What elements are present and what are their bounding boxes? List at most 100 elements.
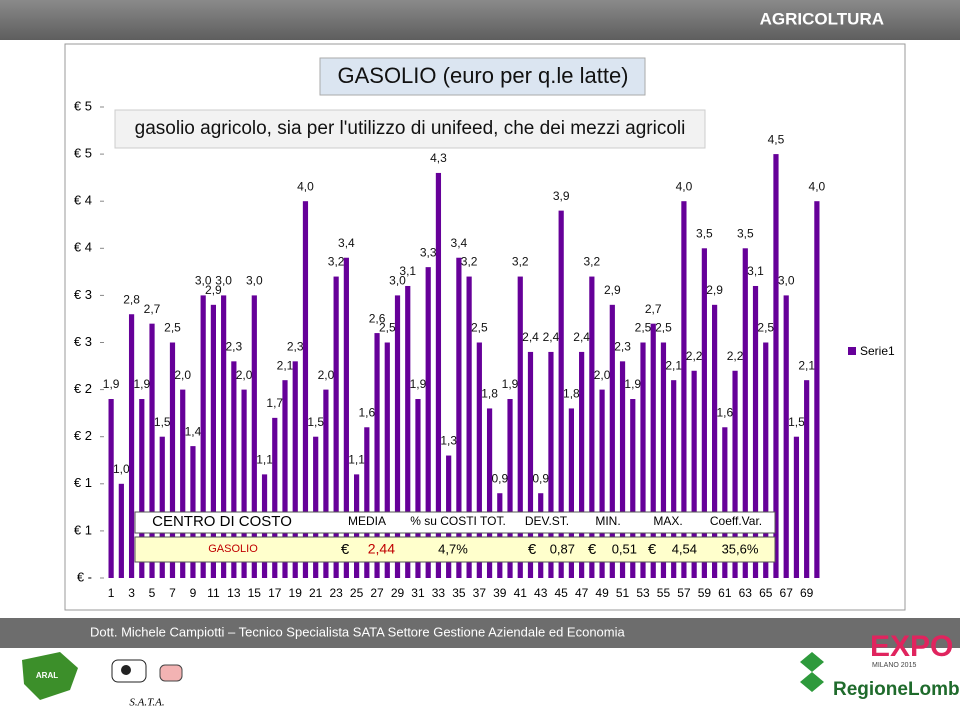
value-label: 2,5	[164, 321, 181, 335]
y-tick-label: € -	[77, 569, 92, 584]
bar	[701, 248, 707, 579]
expo-text: EXPO	[870, 630, 953, 663]
table-cell: 35,6%	[722, 541, 759, 556]
value-label: 2,5	[379, 321, 396, 335]
section-title: AGRICOLTURA	[760, 9, 884, 28]
x-tick-label: 69	[800, 586, 814, 600]
value-label: 3,3	[420, 245, 437, 259]
value-label: 1,6	[358, 405, 375, 419]
bar	[108, 399, 114, 578]
value-label: 2,6	[369, 311, 386, 325]
x-tick-label: 31	[411, 586, 425, 600]
bar	[394, 295, 401, 578]
value-label: 1,6	[716, 405, 733, 419]
value-label: 2,1	[798, 358, 815, 372]
bar	[497, 493, 503, 578]
bar	[568, 408, 574, 578]
value-label: 3,0	[246, 274, 263, 288]
value-label: 1,5	[154, 415, 171, 429]
value-label: 1,5	[788, 415, 805, 429]
bar	[415, 399, 421, 578]
value-label: 3,4	[451, 236, 468, 250]
region-text: RegioneLombardia	[833, 679, 960, 700]
bar	[251, 295, 257, 578]
bar	[313, 436, 319, 578]
value-label: 2,0	[594, 368, 611, 382]
footer-author: Dott. Michele Campiotti – Tecnico Specia…	[90, 624, 625, 639]
table-header: MIN.	[595, 514, 620, 528]
value-label: 2,3	[226, 340, 243, 354]
bar	[241, 389, 247, 578]
value-label: 2,1	[665, 358, 682, 372]
aral-logo	[22, 652, 78, 700]
value-label: 3,0	[778, 274, 795, 288]
x-tick-label: 5	[149, 586, 156, 600]
subtitle-box	[114, 109, 706, 149]
bar	[159, 436, 165, 578]
title-box	[319, 57, 646, 96]
value-label: 1,9	[133, 377, 150, 391]
bar	[722, 427, 728, 578]
value-label: 2,9	[604, 283, 621, 297]
milano-text: MILANO 2015	[872, 662, 916, 669]
x-tick-label: 9	[190, 586, 197, 600]
table-header: CENTRO DI COSTO	[152, 513, 292, 530]
value-label: 3,9	[553, 189, 570, 203]
value-label: 2,7	[645, 302, 662, 316]
bar	[640, 342, 646, 578]
value-label: 3,1	[747, 264, 764, 278]
value-label: 3,5	[696, 226, 713, 240]
value-label: 1,1	[348, 453, 365, 467]
value-label: 2,0	[174, 368, 191, 382]
x-tick-label: 35	[452, 586, 466, 600]
legend-label: Serie1	[860, 344, 895, 358]
y-tick-label: € 2	[74, 428, 92, 443]
x-tick-label: 11	[207, 586, 220, 600]
bar	[773, 154, 779, 578]
value-label: 2,1	[277, 358, 294, 372]
value-label: 1,7	[266, 396, 283, 410]
value-label: 4,0	[809, 179, 826, 193]
y-tick-label: € 1	[74, 522, 92, 537]
x-tick-label: 29	[391, 586, 405, 600]
bar	[200, 295, 206, 578]
bar	[507, 399, 513, 578]
table-cell: GASOLIO	[208, 543, 258, 555]
bar	[302, 201, 309, 578]
x-tick-label: 33	[432, 586, 446, 600]
table-cell: €	[648, 541, 657, 558]
bar	[742, 248, 748, 579]
table-cell: €	[341, 541, 350, 558]
bar	[374, 333, 380, 578]
value-label: 2,3	[614, 340, 631, 354]
x-tick-label: 41	[514, 586, 528, 600]
value-label: 3,1	[399, 264, 416, 278]
x-tick-label: 43	[534, 586, 548, 600]
bar	[671, 380, 677, 578]
value-label: 2,2	[727, 349, 744, 363]
cow-spot	[121, 665, 131, 675]
x-tick-label: 49	[595, 586, 609, 600]
table-header-row	[134, 511, 776, 534]
aral-text: ARAL	[36, 671, 58, 680]
bar	[660, 342, 667, 578]
x-tick-label: 53	[636, 586, 650, 600]
bar	[282, 380, 288, 578]
x-tick-label: 45	[554, 586, 568, 600]
y-tick-label: € 4	[74, 193, 92, 208]
value-label: 3,2	[328, 255, 345, 269]
value-label: 1,8	[481, 387, 498, 401]
bar	[118, 483, 124, 578]
y-tick-label: € 2	[74, 381, 92, 396]
value-label: 2,2	[686, 349, 703, 363]
plot: € - € 1 € 1 € 2 € 2 € 3 € 3 € 4 € 4 € 5 € 5 1,9 1,0 2…	[74, 98, 895, 600]
value-label: 2,5	[635, 321, 652, 335]
bar	[681, 201, 687, 578]
value-label: 1,1	[256, 453, 273, 467]
bar	[466, 276, 472, 578]
bar	[712, 304, 718, 578]
footer-bar	[0, 618, 960, 648]
value-label: 1,9	[410, 377, 427, 391]
bar	[609, 304, 615, 578]
